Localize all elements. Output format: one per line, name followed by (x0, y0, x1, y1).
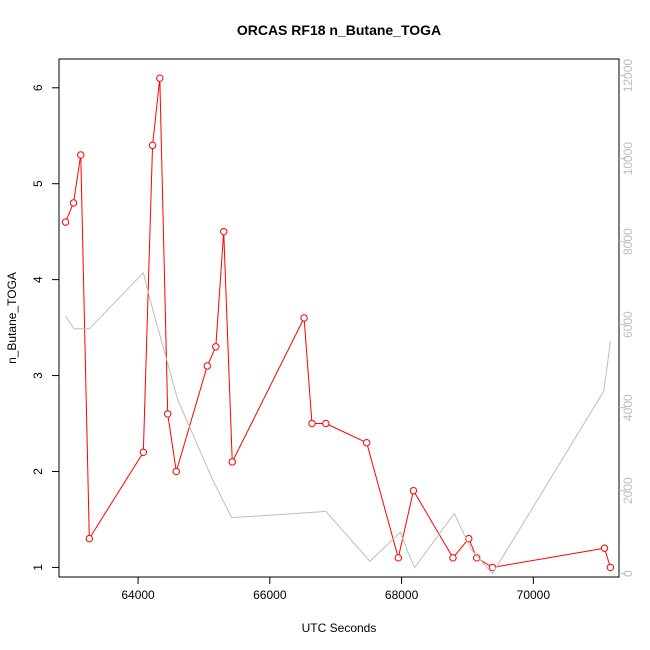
data-point (322, 419, 330, 428)
chart-title: ORCAS RF18 n_Butane_TOGA (237, 22, 441, 38)
y-axis-label: n_Butane_TOGA (5, 272, 19, 364)
data-point (409, 486, 418, 495)
x-tick-label: 68000 (385, 588, 419, 602)
data-point (362, 439, 371, 447)
series-line-segment (208, 349, 215, 364)
y2-tick-label: 6000 (621, 311, 635, 338)
series-line-segment (233, 320, 304, 460)
y-tick-label: 4 (31, 276, 45, 283)
y2-tick-label: 0 (621, 570, 635, 577)
y2-tick-label: 12000 (621, 59, 635, 93)
x-tick-label: 66000 (253, 588, 287, 602)
data-point (449, 554, 457, 562)
series-line-segment (167, 417, 177, 469)
x-tick-label: 70000 (517, 588, 551, 602)
y-tick-label: 5 (31, 180, 45, 187)
data-point (472, 554, 481, 562)
series-line-segment (414, 493, 452, 556)
data-point (394, 554, 402, 562)
y2-tick-label: 2000 (621, 477, 635, 504)
data-point (220, 227, 228, 236)
series-line-segment (398, 493, 414, 555)
series-line-segment (80, 158, 90, 536)
data-point (148, 141, 157, 150)
data-point (156, 74, 164, 82)
data-point (600, 544, 609, 552)
series-line-segment (367, 445, 398, 555)
data-point (164, 410, 172, 418)
data-point (212, 343, 220, 351)
series-line-segment (215, 234, 224, 344)
series-line-segment (90, 454, 143, 537)
series-line-segment (73, 158, 81, 200)
y2-tick-label: 4000 (621, 394, 635, 421)
data-point (228, 458, 236, 466)
data-point (69, 199, 78, 207)
data-point (172, 467, 180, 476)
data-point (85, 534, 94, 543)
data-point (203, 362, 211, 370)
series-line-segment (142, 148, 153, 450)
y-tick-label: 2 (31, 468, 45, 475)
series-line-segment (328, 424, 364, 442)
series-line-segment (604, 551, 610, 565)
series-line-segment (454, 540, 468, 556)
series-line-segment (66, 205, 73, 220)
series-line-segment (176, 368, 207, 469)
series-line-segment (152, 81, 160, 143)
series-line-segment (495, 548, 602, 568)
data-point (488, 563, 497, 572)
y2-tick-label: 10000 (621, 142, 635, 176)
x-tick-label: 64000 (121, 588, 155, 602)
plot-frame (58, 58, 620, 578)
y-tick-label: 3 (31, 372, 45, 379)
series-line-segment (159, 81, 169, 411)
x-axis-label: UTC Seconds (302, 621, 377, 635)
series-line-segment (223, 234, 233, 459)
y-tick-label: 6 (31, 84, 45, 91)
data-point (606, 563, 615, 572)
data-point (308, 419, 316, 428)
y2-tick-label: 8000 (621, 228, 635, 255)
data-point (61, 218, 70, 226)
secondary-series-line (65, 271, 611, 575)
data-point (300, 314, 308, 322)
data-point (139, 448, 148, 456)
y-tick-label: 1 (31, 564, 45, 571)
data-point (77, 151, 85, 159)
series-line-segment (303, 321, 313, 421)
